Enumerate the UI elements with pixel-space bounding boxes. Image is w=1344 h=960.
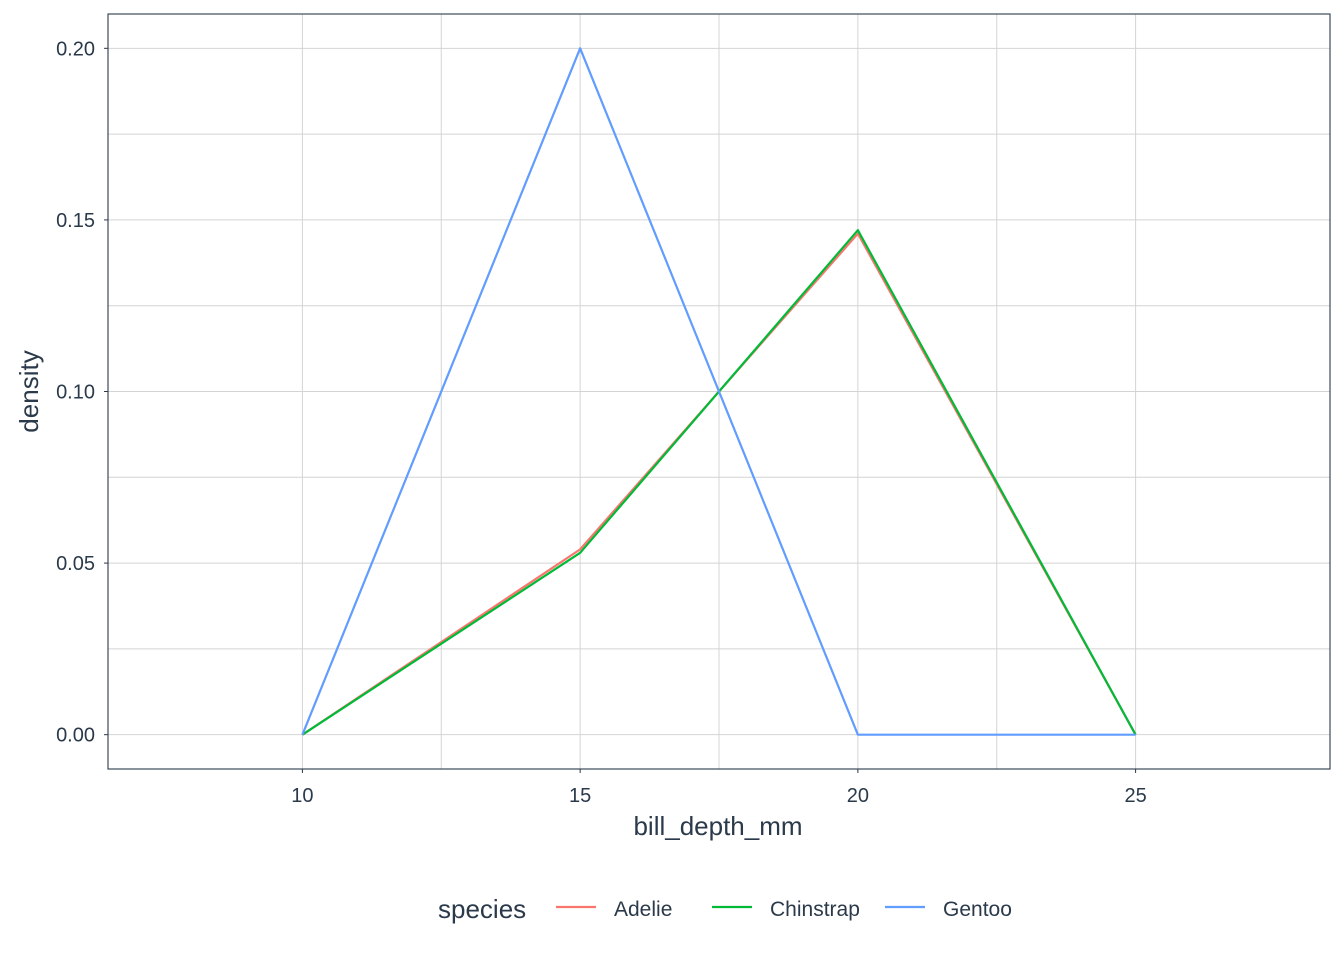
y-tick-label: 0.10 [56, 382, 95, 404]
x-tick-label: 15 [569, 785, 591, 807]
x-tick-label: 20 [847, 785, 869, 807]
legend-items: Adelie Chinstrap Gentoo [556, 898, 1012, 921]
legend-label-chinstrap: Chinstrap [770, 898, 860, 921]
series-line-gentoo [301, 47, 1136, 736]
y-axis-title: density [14, 350, 44, 432]
x-tick-label: 25 [1124, 785, 1146, 807]
series-lines [301, 47, 1137, 736]
x-axis-ticks: 10 15 20 25 [291, 769, 1147, 807]
grid-lines [108, 14, 1330, 769]
y-axis-ticks: 0.00 0.05 0.10 0.15 0.20 [56, 38, 108, 747]
legend-label-adelie: Adelie [614, 898, 672, 921]
legend-label-gentoo: Gentoo [943, 898, 1012, 921]
y-tick-label: 0.20 [56, 38, 95, 60]
legend-title: species [438, 894, 526, 924]
y-tick-label: 0.15 [56, 210, 95, 232]
x-axis-title: bill_depth_mm [633, 811, 802, 841]
y-tick-label: 0.00 [56, 725, 95, 747]
x-tick-label: 10 [291, 785, 313, 807]
y-tick-label: 0.05 [56, 553, 95, 575]
legend: species Adelie Chinstrap Gentoo [438, 894, 1012, 924]
